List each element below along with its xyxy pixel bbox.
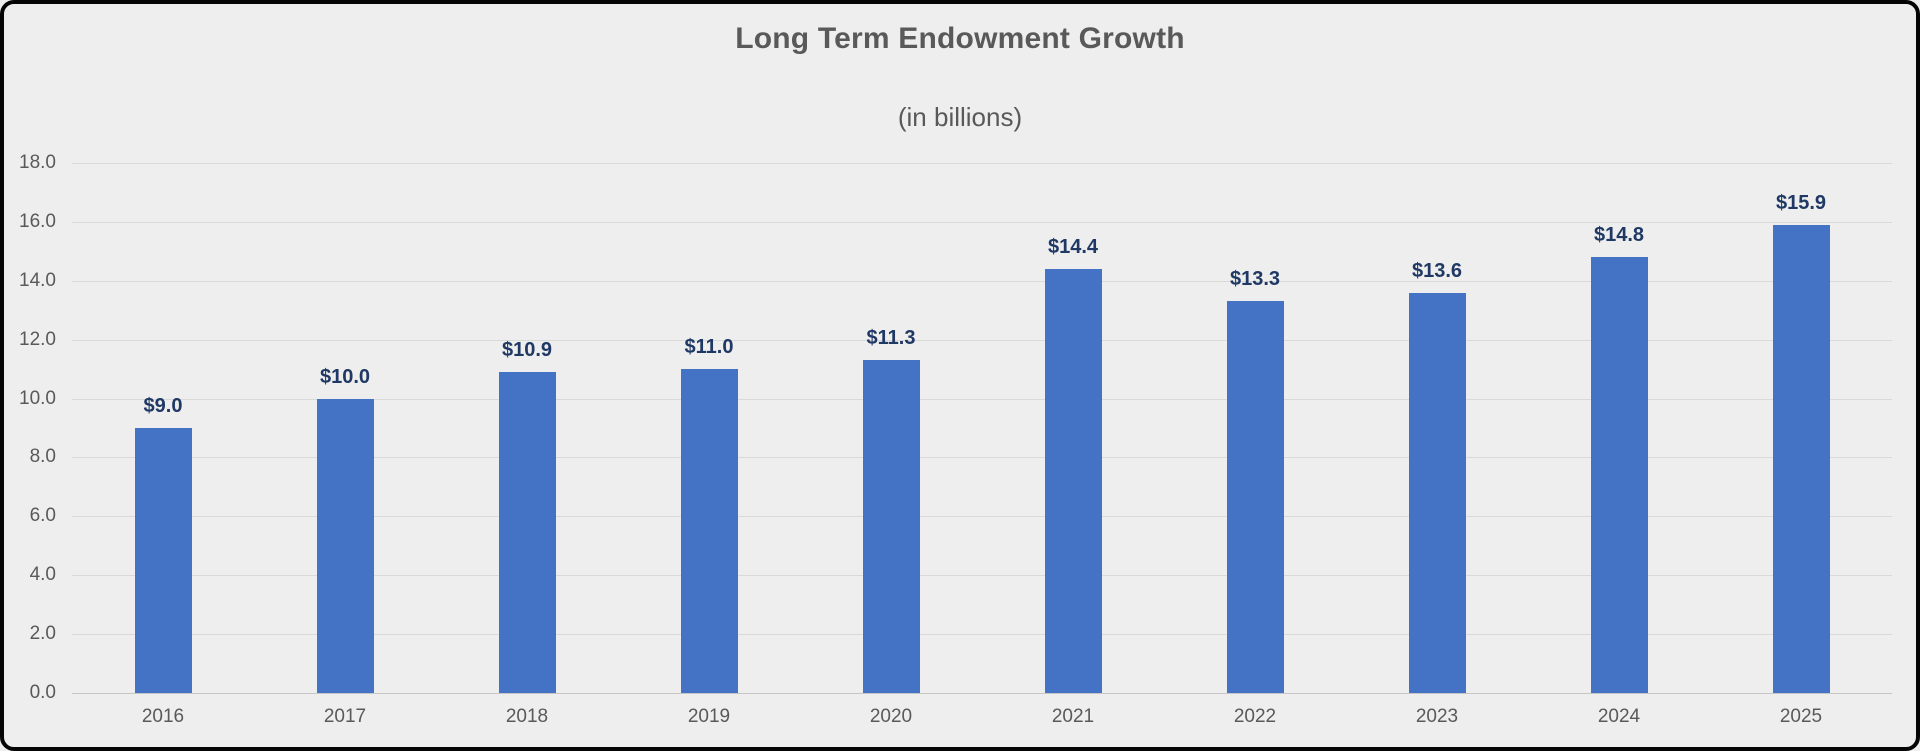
y-tick-label: 16.0 <box>19 210 56 232</box>
gridline <box>72 457 1892 459</box>
bar-2022 <box>1226 301 1284 693</box>
gridline <box>72 221 1892 223</box>
bar-2021 <box>1044 269 1102 693</box>
bar-value-label: $9.0 <box>143 395 183 417</box>
bar-value-label: $15.9 <box>1775 191 1827 214</box>
gridline <box>72 163 1892 164</box>
x-tick-label: 2022 <box>1233 706 1277 727</box>
bar-2020 <box>862 360 920 693</box>
gridline <box>72 575 1892 577</box>
chart-subtitle: (in billions) <box>897 102 1023 132</box>
bar-value-label: $10.0 <box>319 365 371 388</box>
x-tick-label: 2017 <box>323 706 367 727</box>
bar-2024 <box>1590 257 1648 693</box>
chart-title: Long Term Endowment Growth <box>735 22 1185 55</box>
y-tick-label: 8.0 <box>29 446 56 468</box>
gridline <box>72 339 1892 341</box>
bar-value-label: $14.8 <box>1593 224 1645 247</box>
bar-value-label: $11.0 <box>684 336 734 359</box>
bar-value-label: $10.9 <box>501 339 553 362</box>
x-tick-label: 2016 <box>141 706 185 727</box>
x-tick-label: 2023 <box>1415 706 1459 727</box>
gridline <box>72 398 1892 400</box>
x-tick-label: 2019 <box>687 706 731 727</box>
x-tick-label: 2020 <box>869 706 913 727</box>
bar-2018 <box>498 372 556 693</box>
bar-value-label: $13.3 <box>1229 268 1281 291</box>
y-tick-label: 18.0 <box>19 152 56 173</box>
y-tick-label: 12.0 <box>19 328 56 350</box>
x-axis-line <box>72 693 1892 694</box>
y-tick-label: 2.0 <box>29 623 56 645</box>
x-tick-label: 2021 <box>1051 706 1095 727</box>
bar-value-label: $14.4 <box>1047 236 1099 258</box>
x-tick-label: 2025 <box>1779 706 1823 727</box>
bar-value-label: $11.3 <box>866 327 916 350</box>
gridline <box>72 634 1892 636</box>
bar-2019 <box>680 369 738 693</box>
gridline <box>72 280 1892 282</box>
y-tick-label: 6.0 <box>29 505 56 527</box>
y-tick-label: 0.0 <box>29 682 56 703</box>
bar-2025 <box>1772 224 1830 693</box>
bar-2016 <box>134 428 192 693</box>
x-tick-label: 2024 <box>1597 706 1641 727</box>
y-tick-label: 10.0 <box>19 387 56 409</box>
y-tick-label: 4.0 <box>29 564 56 586</box>
x-tick-label: 2018 <box>505 706 549 727</box>
gridline <box>72 516 1892 518</box>
bar-2017 <box>316 398 374 693</box>
bar-2023 <box>1408 292 1466 693</box>
bar-value-label: $13.6 <box>1411 259 1463 282</box>
y-tick-label: 14.0 <box>19 269 56 291</box>
